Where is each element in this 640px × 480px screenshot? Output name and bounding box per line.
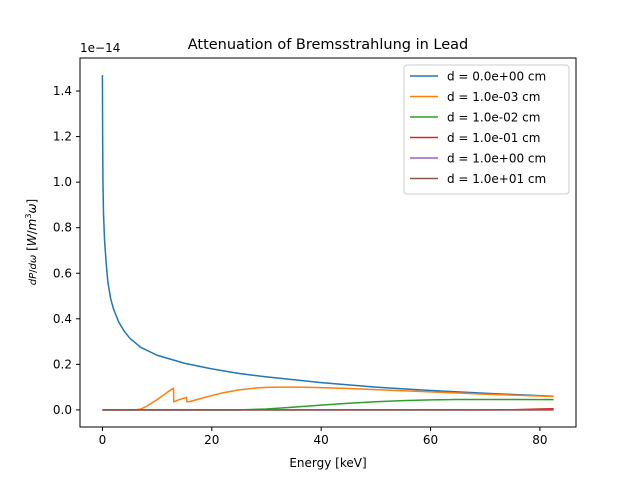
- legend-label: d = 1.0e-02 cm: [447, 111, 540, 125]
- y-tick-label: 0.2: [53, 357, 72, 371]
- x-axis-label: Energy [keV]: [289, 456, 366, 470]
- series-line-1: [102, 386, 554, 411]
- legend-label: d = 1.0e+01 cm: [447, 172, 546, 186]
- y-axis-multiplier: 1e−14: [80, 41, 120, 55]
- series-line-0: [101, 75, 554, 397]
- y-tick-label: 0.4: [53, 312, 72, 326]
- series-group: [101, 75, 554, 411]
- y-tick-label: 0.8: [53, 221, 72, 235]
- y-tick-label: 0.6: [53, 266, 72, 280]
- legend-label: d = 1.0e-03 cm: [447, 90, 540, 104]
- x-tick-label: 40: [314, 433, 329, 447]
- legend-label: d = 1.0e-01 cm: [447, 131, 540, 145]
- chart-title: Attenuation of Bremsstrahlung in Lead: [188, 37, 469, 53]
- y-tick-label: 1.2: [53, 130, 72, 144]
- x-tick-label: 80: [532, 433, 547, 447]
- x-axis-ticks: 0 20 40 60 80: [99, 427, 548, 447]
- legend-label: d = 0.0e+00 cm: [447, 70, 546, 84]
- y-tick-label: 1.0: [53, 175, 72, 189]
- x-tick-label: 0: [99, 433, 107, 447]
- y-tick-label: 0.0: [53, 403, 72, 417]
- x-tick-label: 20: [204, 433, 219, 447]
- y-axis-label: dP/dω [W/m3ω]: [24, 199, 39, 285]
- series-line-2: [102, 398, 554, 411]
- plot-frame: [79, 57, 577, 428]
- legend: d = 0.0e+00 cm d = 1.0e-03 cm d = 1.0e-02 …: [403, 64, 570, 195]
- y-axis-ticks: 0.0 0.2 0.4 0.6 0.8 1.0 1.2 1.4: [53, 84, 80, 417]
- y-tick-label: 1.4: [53, 84, 72, 98]
- legend-box: [403, 64, 570, 195]
- x-tick-label: 60: [423, 433, 438, 447]
- legend-label: d = 1.0e+00 cm: [447, 152, 546, 166]
